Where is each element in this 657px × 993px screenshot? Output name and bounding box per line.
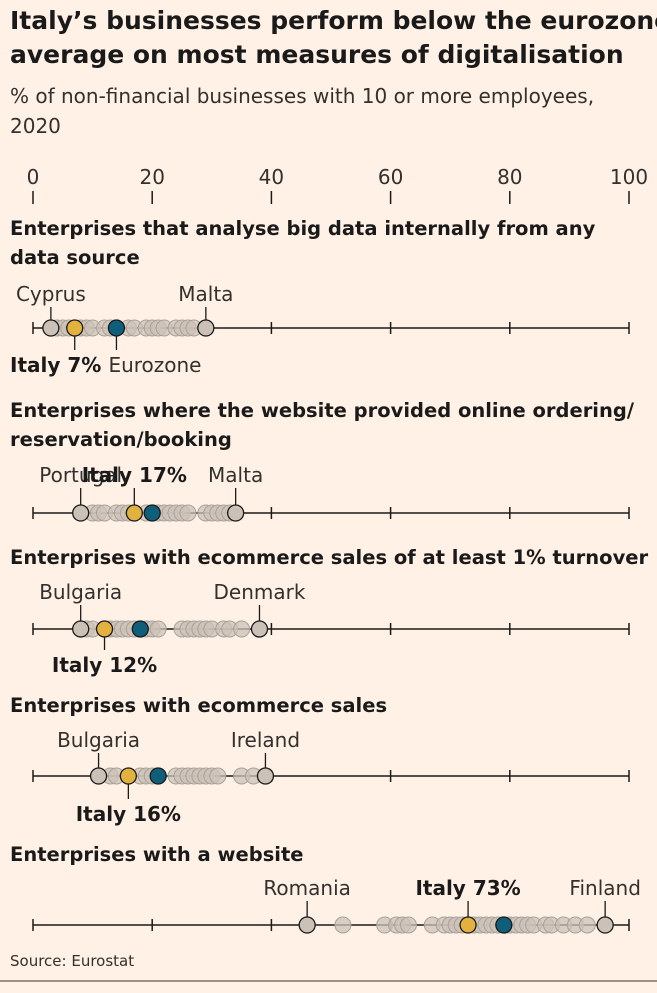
panel-title: Enterprises with a website <box>10 843 304 866</box>
italy-dot <box>125 504 143 522</box>
country-dot <box>233 620 251 638</box>
x-tick-label: 40 <box>259 165 284 189</box>
chart-title-line-2: average on most measures of digitalisati… <box>10 40 624 69</box>
italy-label-value: 7% <box>67 353 101 377</box>
highest-country-dot <box>250 620 269 638</box>
italy-label: Italy 16% <box>76 802 181 826</box>
highest-country-dot <box>226 504 245 522</box>
highest-country-label: Malta <box>178 282 233 306</box>
panel-1: Enterprises that analyse big data intern… <box>10 217 630 377</box>
top-axis: 0 20 40 60 80 100 <box>27 165 648 204</box>
panel-title: Enterprises with ecommerce sales of at l… <box>10 546 649 569</box>
highest-country-dot <box>256 767 275 785</box>
highest-country-dot <box>197 319 215 337</box>
chart-subtitle-line-1: % of non-financial businesses with 10 or… <box>10 84 594 108</box>
italy-label-name: Italy <box>52 653 109 677</box>
lowest-country-label: Bulgaria <box>57 728 140 752</box>
panel-title: Enterprises where the website provided o… <box>10 399 635 422</box>
panels: Enterprises that analyse big data intern… <box>10 217 649 934</box>
italy-label: Italy 17% <box>82 463 187 487</box>
italy-label-value: 16% <box>133 802 181 826</box>
x-tick-label: 20 <box>139 165 164 189</box>
country-dot <box>578 916 596 934</box>
panel-title: reservation/booking <box>10 428 232 451</box>
eurozone-dot <box>107 319 126 337</box>
italy-dot <box>459 916 477 934</box>
x-tick-label: 100 <box>610 165 648 189</box>
panel-title: Enterprises that analyse big data intern… <box>10 217 596 240</box>
italy-label-name: Italy <box>415 876 472 900</box>
x-tick-label: 0 <box>27 165 40 189</box>
lowest-country-dot <box>42 319 60 337</box>
panel-4: Enterprises with ecommerce sales Bulgaria… <box>10 694 630 826</box>
panel-3: Enterprises with ecommerce sales of at l… <box>10 546 649 677</box>
italy-label-value: 17% <box>139 463 187 487</box>
lowest-country-dot <box>72 504 90 522</box>
x-tick-label: 80 <box>497 165 522 189</box>
eurozone-dot <box>149 767 167 785</box>
italy-label: Italy 12% <box>52 653 157 677</box>
country-dot <box>179 504 197 522</box>
italy-dot <box>66 319 84 337</box>
x-tick-label: 60 <box>378 165 403 189</box>
highest-country-label: Malta <box>208 463 263 487</box>
panel-5: Enterprises with a website Romania Finland… <box>10 843 641 934</box>
italy-label-value: 12% <box>109 653 157 677</box>
highest-country-dot <box>596 916 614 934</box>
eurozone-dot <box>131 620 149 638</box>
italy-dot <box>95 620 114 638</box>
lowest-country-dot <box>298 916 316 934</box>
highest-country-label: Finland <box>569 876 640 900</box>
country-dot <box>149 620 167 638</box>
highest-country-label: Ireland <box>231 728 300 752</box>
eurozone-label: Eurozone <box>108 353 201 377</box>
highest-country-label: Denmark <box>214 580 306 604</box>
italy-dot <box>119 767 138 785</box>
italy-label: Italy 73% <box>415 876 520 900</box>
country-dot <box>334 916 352 934</box>
italy-label-name: Italy <box>76 802 133 826</box>
italy-label-name: Italy <box>10 353 67 377</box>
italy-label-value: 73% <box>473 876 521 900</box>
chart-title-line-1: Italy’s businesses perform below the eur… <box>10 6 657 35</box>
panel-title: data source <box>10 246 140 269</box>
panel-2: Enterprises where the website provided o… <box>10 399 635 522</box>
eurozone-dot <box>495 916 513 934</box>
country-dot <box>209 767 227 785</box>
country-dot <box>399 916 417 934</box>
source-note: Source: Eurostat <box>10 952 134 970</box>
eurozone-dot <box>143 504 161 522</box>
lowest-country-label: Bulgaria <box>39 580 122 604</box>
panel-title: Enterprises with ecommerce sales <box>10 694 387 717</box>
lowest-country-label: Romania <box>263 876 350 900</box>
italy-label-name: Italy <box>82 463 139 487</box>
italy-label: Italy 7% <box>10 353 101 377</box>
chart-subtitle-line-2: 2020 <box>10 114 61 138</box>
lowest-country-label: Cyprus <box>16 282 86 306</box>
lowest-country-dot <box>72 620 90 638</box>
lowest-country-label: Portugal <box>39 463 122 487</box>
lowest-country-dot <box>89 767 108 785</box>
